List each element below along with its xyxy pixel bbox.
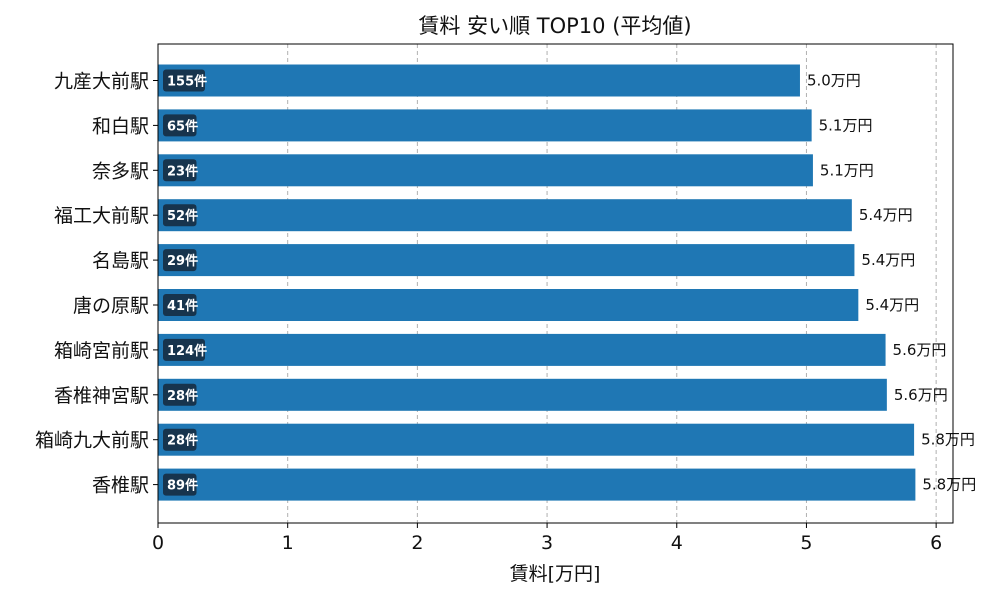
bar [158, 244, 855, 277]
value-label: 5.1万円 [820, 161, 874, 179]
x-tick-label: 2 [411, 532, 423, 554]
count-label: 52件 [167, 208, 198, 224]
count-badge [163, 383, 197, 406]
x-tick-label: 5 [800, 532, 812, 554]
value-label: 5.4万円 [865, 296, 919, 314]
count-badge [163, 159, 197, 182]
bar [158, 289, 859, 321]
count-label: 65件 [167, 118, 198, 134]
count-label: 41件 [167, 298, 198, 314]
count-badge [163, 294, 197, 316]
chart-title: 賃料 安い順 TOP10 (平均値) [418, 14, 691, 38]
value-label: 5.6万円 [893, 341, 947, 359]
x-tick-label: 3 [541, 532, 553, 554]
count-label: 23件 [167, 163, 198, 179]
y-tick-label: 香椎駅 [92, 475, 149, 497]
y-tick-label: 香椎神宮駅 [54, 385, 149, 407]
y-axis-ticks: 九産大前駅和白駅奈多駅福工大前駅名島駅唐の原駅箱崎宮前駅香椎神宮駅箱崎九大前駅香… [35, 71, 158, 497]
y-tick-label: 箱崎宮前駅 [54, 340, 149, 362]
x-tick-label: 1 [282, 532, 294, 554]
value-label: 5.6万円 [894, 386, 948, 404]
plot-frame [157, 43, 954, 524]
count-badge [163, 204, 197, 227]
y-tick-label: 和白駅 [92, 115, 149, 137]
y-tick-label: 箱崎九大前駅 [35, 430, 149, 452]
y-tick-label: 福工大前駅 [54, 205, 149, 227]
bar [158, 64, 800, 97]
count-label: 29件 [167, 253, 198, 269]
count-badge [163, 338, 205, 361]
y-tick-label: 奈多駅 [92, 160, 149, 182]
bar [158, 109, 812, 142]
count-label: 28件 [167, 388, 198, 404]
bar [158, 468, 916, 501]
count-label: 28件 [167, 433, 198, 449]
bar [158, 333, 886, 366]
y-tick-label: 九産大前駅 [54, 71, 149, 93]
bars: 155件 5.0万円 65件 5.1万円 23件 5.1万円 52件 5.4万円 29件 5.4万… [158, 64, 976, 501]
x-tick-label: 4 [671, 532, 683, 554]
bar [158, 154, 813, 187]
value-label: 5.0万円 [807, 72, 861, 90]
y-tick-label: 唐の原駅 [73, 295, 149, 317]
x-axis-label: 賃料[万円] [510, 563, 601, 585]
x-tick-label: 6 [930, 532, 942, 554]
value-label: 5.4万円 [859, 206, 913, 224]
y-tick-label: 名島駅 [92, 250, 149, 272]
value-label: 5.8万円 [922, 476, 976, 494]
bar [158, 199, 852, 232]
value-label: 5.4万円 [861, 251, 915, 269]
value-label: 5.8万円 [921, 431, 975, 449]
count-label: 89件 [167, 478, 198, 494]
count-label: 124件 [167, 343, 207, 359]
count-badge [163, 249, 197, 272]
count-badge [163, 473, 197, 496]
value-label: 5.1万円 [819, 116, 873, 134]
count-badge [163, 69, 205, 92]
count-badge [163, 114, 197, 137]
bar [158, 378, 887, 411]
bar [158, 423, 915, 456]
x-axis-ticks: 0 1 2 3 4 5 6 [152, 523, 942, 554]
count-badge [163, 428, 197, 451]
x-tick-label: 0 [152, 532, 164, 554]
count-label: 155件 [167, 74, 207, 90]
